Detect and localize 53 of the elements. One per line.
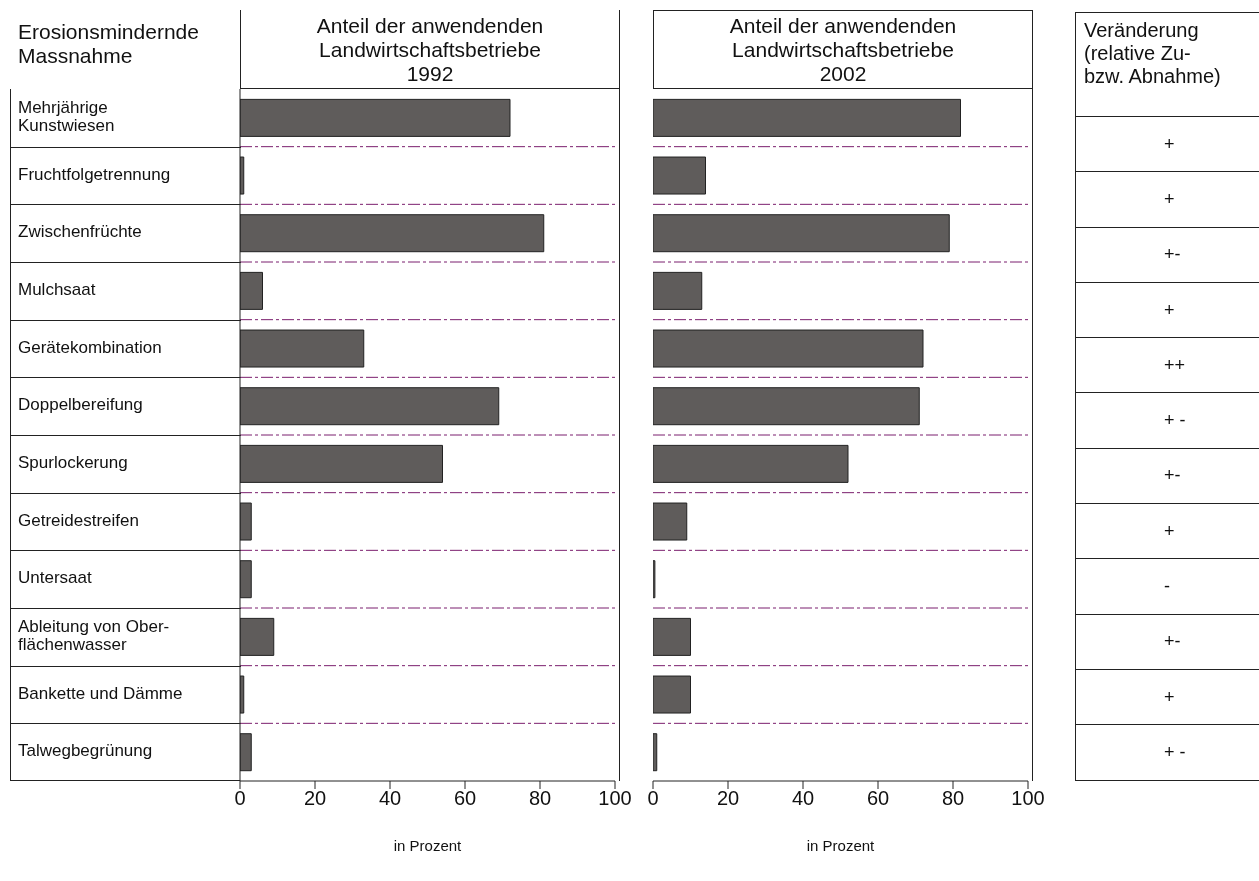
bar xyxy=(653,733,658,772)
x-tick-label: 80 xyxy=(528,787,552,810)
y-tick-label: Getreidestreifen xyxy=(18,510,139,530)
x-tick-label: 40 xyxy=(378,787,402,810)
y-tick-label: Mehrjährige Kunstwiesen xyxy=(18,98,115,136)
x-tick-label: 100 xyxy=(598,787,632,810)
y-tick-label: Zwischenfrüchte xyxy=(18,222,142,242)
bar xyxy=(653,98,961,137)
text: Veränderung (relative Zu- bzw. Abnahme) xyxy=(1075,12,1259,117)
text: + xyxy=(1164,299,1175,321)
text: + xyxy=(1164,133,1175,155)
text: + xyxy=(1164,520,1175,542)
y-tick-label: Mulchsaat xyxy=(18,280,96,300)
text: - xyxy=(1164,576,1170,598)
chart-title: Anteil der anwendenden Landwirtschaftsbetriebe 1992 xyxy=(315,14,545,86)
text: +- xyxy=(1164,465,1181,487)
bar xyxy=(653,675,691,714)
text: + xyxy=(1164,188,1175,210)
y-axis-title: Erosionsmindernde Massnahme xyxy=(18,20,199,68)
bar xyxy=(653,271,703,310)
text: +- xyxy=(1164,244,1181,266)
text: ++ xyxy=(1164,354,1186,376)
y-tick-label: Ableitung von Ober- flächenwasser xyxy=(18,617,170,655)
bar xyxy=(653,214,950,253)
text: +- xyxy=(1164,631,1181,653)
y-tick-label: Spurlockerung xyxy=(18,453,128,473)
x-tick-label: 60 xyxy=(453,787,477,810)
y-tick-label: Fruchtfolgetrennung xyxy=(18,164,171,184)
bar xyxy=(653,387,920,426)
x-tick-label: 20 xyxy=(716,787,740,810)
y-tick-label: Doppelbereifung xyxy=(18,395,143,415)
text: + - xyxy=(1164,741,1186,763)
text: + xyxy=(1164,686,1175,708)
x-tick-label: 40 xyxy=(791,787,815,810)
bar xyxy=(653,617,691,656)
y-tick-label: Bankette und Dämme xyxy=(18,683,183,703)
bar xyxy=(653,156,706,195)
y-tick-label: Gerätekombination xyxy=(18,337,162,357)
y-tick-label: Untersaat xyxy=(18,568,92,588)
bar xyxy=(653,444,849,483)
bar xyxy=(653,329,924,368)
x-tick-label: 60 xyxy=(866,787,890,810)
x-tick-label: 0 xyxy=(647,787,659,810)
x-tick-label: 20 xyxy=(303,787,327,810)
x-tick-label: 0 xyxy=(234,787,246,810)
chart-title: Anteil der anwendenden Landwirtschaftsbetriebe 2002 xyxy=(728,14,958,86)
x-axis-title: in Prozent xyxy=(806,837,876,854)
x-tick-label: 80 xyxy=(941,787,965,810)
y-tick-label: Talwegbegrünung xyxy=(18,741,153,761)
text: + - xyxy=(1164,410,1186,432)
x-axis-title: in Prozent xyxy=(393,837,463,854)
bar xyxy=(653,502,688,541)
x-tick-label: 100 xyxy=(1011,787,1045,810)
